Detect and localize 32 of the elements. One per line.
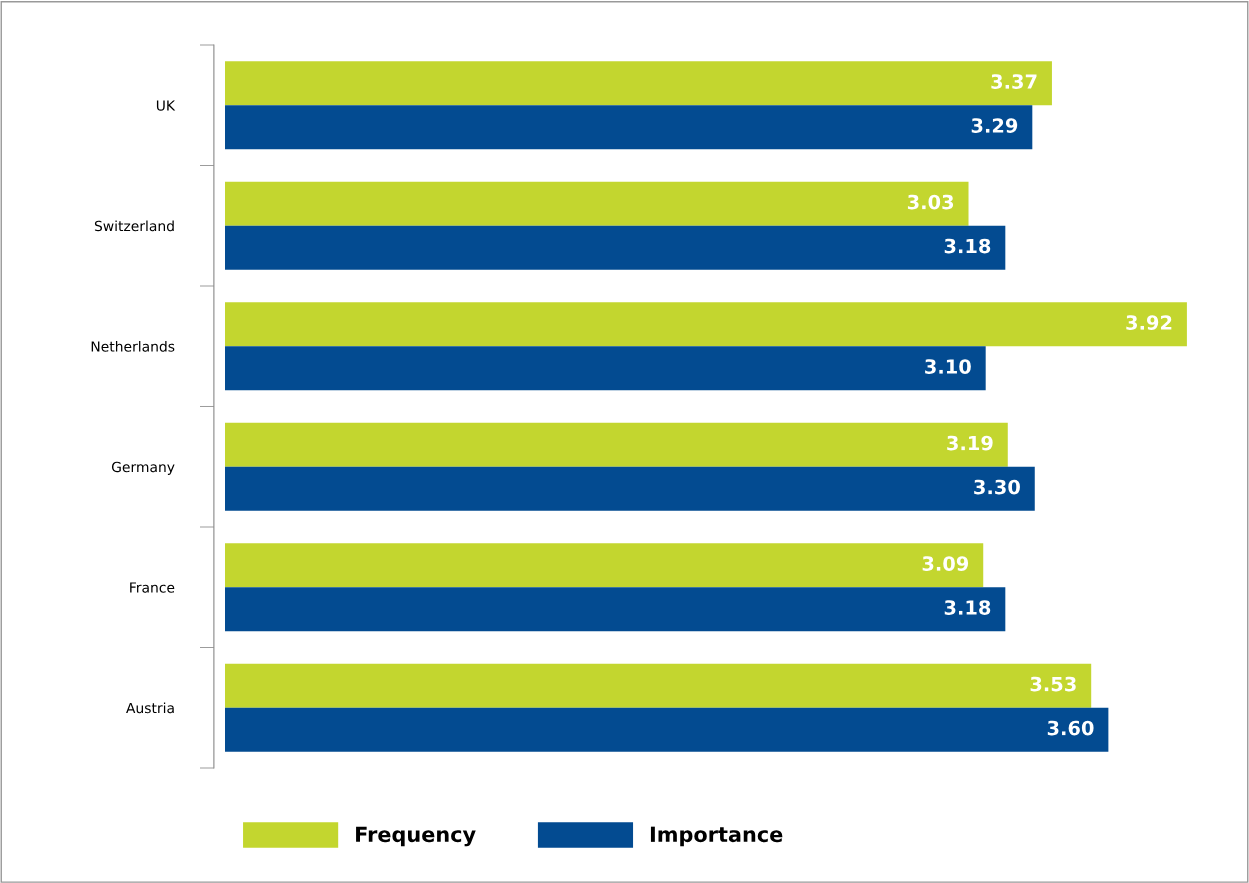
- data-label: 3.18: [944, 600, 991, 615]
- bar: [225, 422, 1008, 467]
- bar: [225, 707, 1109, 752]
- data-label: 3.29: [971, 118, 1018, 133]
- data-label: 3.37: [991, 74, 1037, 89]
- data-label: 3.53: [1030, 676, 1076, 692]
- data-label: 3.30: [974, 479, 1020, 495]
- bar: [225, 663, 1092, 708]
- data-label: 3.19: [947, 435, 993, 451]
- data-label: 3.60: [1047, 720, 1094, 736]
- y-tick-label: Germany: [111, 461, 175, 475]
- data-label: 3.09: [922, 556, 969, 571]
- bar: [225, 105, 1033, 150]
- legend-label: Importance: [650, 826, 783, 847]
- y-tick-label: France: [130, 582, 175, 593]
- data-label: 3.10: [925, 359, 971, 374]
- bar: [225, 346, 986, 391]
- data-label: 3.03: [907, 194, 954, 210]
- bar: [225, 61, 1052, 106]
- y-tick-label: Netherlands: [91, 340, 175, 352]
- data-label: 3.18: [944, 238, 991, 254]
- data-label: 3.92: [1126, 315, 1172, 330]
- legend-label: Frequency: [356, 826, 476, 847]
- bar: [225, 466, 1035, 511]
- y-tick-label: Switzerland: [94, 220, 174, 232]
- bar: [225, 181, 969, 226]
- y-tick-label: Austria: [126, 702, 174, 714]
- bar: [225, 543, 984, 588]
- bar: [225, 225, 1006, 270]
- bar: [225, 302, 1187, 347]
- y-tick-label: UK: [156, 100, 176, 111]
- bar: [225, 587, 1006, 632]
